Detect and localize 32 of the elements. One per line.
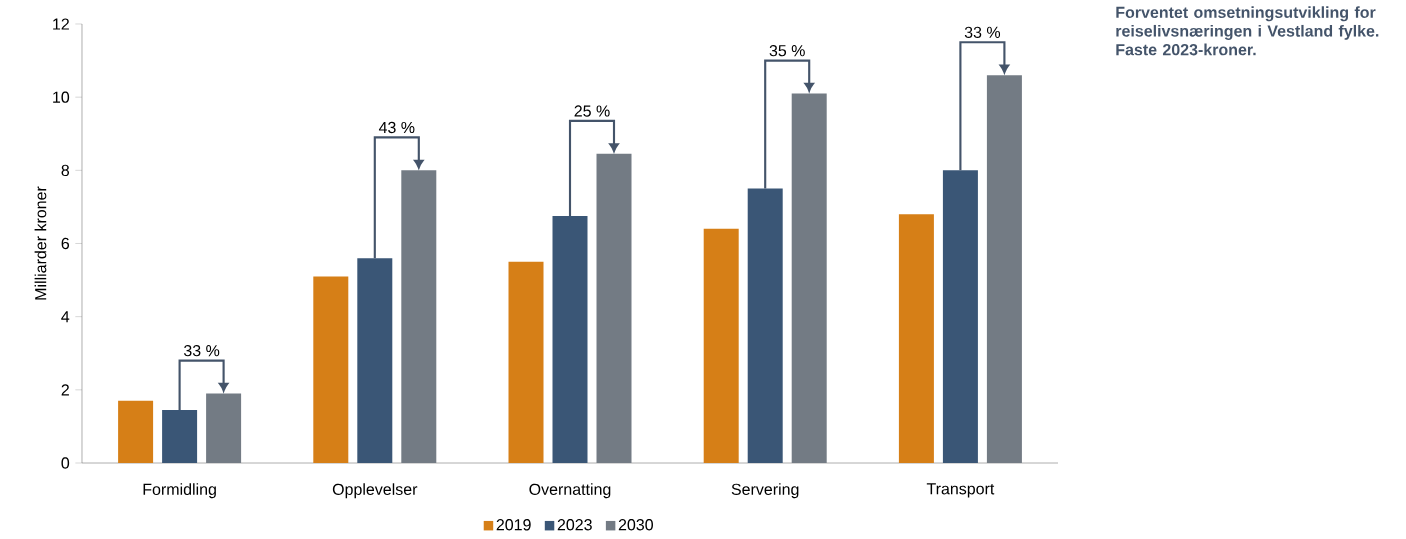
y-tick-label: 2 <box>61 384 69 396</box>
legend-label: 2023 <box>557 519 592 531</box>
y-tick-label: 6 <box>61 237 70 250</box>
legend-label: 2030 <box>618 519 653 531</box>
bar <box>313 276 349 463</box>
x-tick-label: Servering <box>731 483 799 499</box>
x-tick-label: Formidling <box>143 483 216 499</box>
y-tick-label: 12 <box>53 18 69 30</box>
x-tick-label: Overnatting <box>529 483 611 499</box>
bar <box>596 153 632 463</box>
y-tick-label: 0 <box>61 457 70 469</box>
bar <box>206 393 242 463</box>
annotation: 35 % <box>769 44 805 57</box>
x-tick-label: Transport <box>926 483 995 498</box>
y-tick-label: 4 <box>61 311 70 323</box>
bar <box>508 261 544 463</box>
bar <box>791 93 827 463</box>
legend-label: 2019 <box>496 519 531 531</box>
x-tick-label: Opplevelser <box>332 483 418 499</box>
y-tick-label: 8 <box>61 164 70 176</box>
text: Forventet omsetningsutvikling for reiselivsnæringen i Vestland fylke. Faste 2023-kroner. <box>1116 6 1379 56</box>
bar <box>986 75 1022 463</box>
annotation: 25 % <box>574 105 610 117</box>
annotation: 33 % <box>964 26 1001 39</box>
bar <box>118 400 154 463</box>
annotation: 43 % <box>378 121 415 134</box>
bar <box>401 170 437 463</box>
annotation: 33 % <box>183 344 220 357</box>
bar <box>703 228 739 463</box>
y-axis-title: Milliarder kroner <box>34 186 47 300</box>
y-tick-label: 10 <box>53 91 70 103</box>
bar <box>898 214 934 463</box>
